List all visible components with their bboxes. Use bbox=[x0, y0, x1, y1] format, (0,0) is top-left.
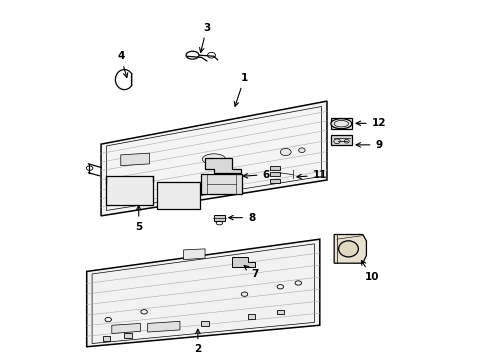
Text: 12: 12 bbox=[355, 118, 386, 128]
Polygon shape bbox=[121, 153, 149, 166]
Text: 9: 9 bbox=[355, 140, 382, 150]
Text: 3: 3 bbox=[199, 23, 210, 53]
Polygon shape bbox=[147, 321, 180, 332]
Polygon shape bbox=[86, 239, 319, 347]
Bar bbox=[269, 179, 279, 183]
Bar bbox=[214, 215, 224, 221]
Polygon shape bbox=[204, 158, 241, 173]
Ellipse shape bbox=[330, 119, 351, 129]
Text: 11: 11 bbox=[296, 170, 326, 180]
Bar bbox=[269, 172, 279, 176]
Text: 5: 5 bbox=[135, 206, 142, 231]
Ellipse shape bbox=[280, 148, 290, 156]
Bar bbox=[201, 321, 208, 325]
Text: 2: 2 bbox=[194, 329, 201, 354]
Bar bbox=[276, 310, 284, 315]
Bar bbox=[269, 166, 279, 170]
Polygon shape bbox=[183, 249, 204, 260]
Ellipse shape bbox=[338, 241, 358, 257]
Polygon shape bbox=[201, 174, 241, 194]
Bar bbox=[106, 176, 153, 205]
Polygon shape bbox=[330, 135, 351, 145]
Text: 7: 7 bbox=[244, 266, 259, 279]
Polygon shape bbox=[330, 118, 351, 129]
Text: 10: 10 bbox=[361, 261, 378, 282]
Polygon shape bbox=[231, 257, 255, 267]
Text: 8: 8 bbox=[228, 213, 255, 222]
Bar bbox=[156, 182, 199, 209]
Ellipse shape bbox=[298, 148, 305, 153]
Polygon shape bbox=[101, 101, 326, 216]
Bar bbox=[124, 333, 131, 338]
Text: 4: 4 bbox=[117, 51, 127, 77]
Text: 6: 6 bbox=[243, 170, 269, 180]
Bar bbox=[102, 336, 110, 341]
Text: 1: 1 bbox=[234, 73, 247, 106]
Bar bbox=[247, 314, 255, 319]
Ellipse shape bbox=[202, 154, 225, 165]
Polygon shape bbox=[112, 323, 140, 333]
Polygon shape bbox=[333, 234, 366, 263]
